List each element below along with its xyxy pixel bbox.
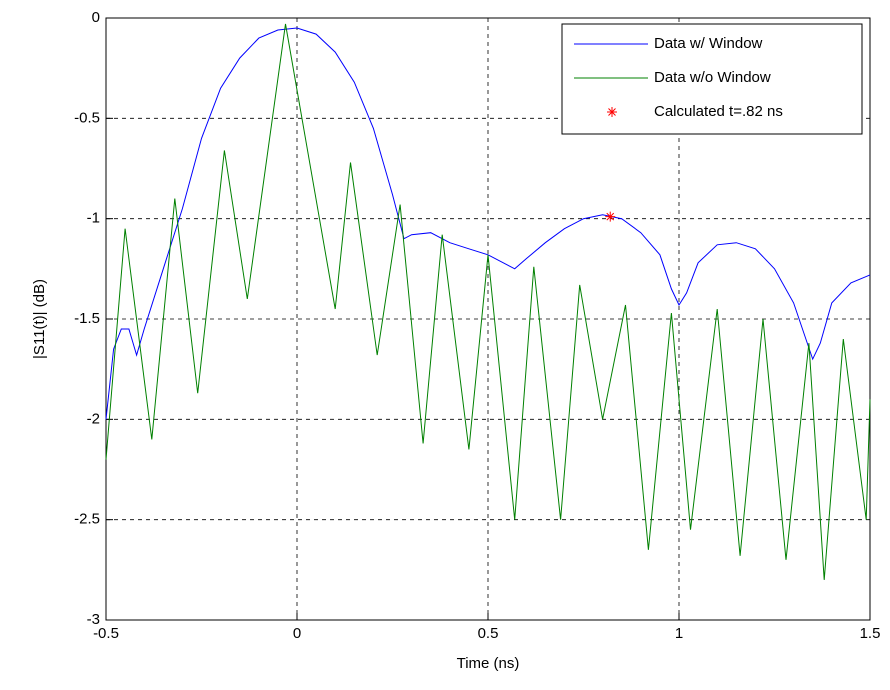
x-tick-label: 1.5 — [860, 625, 881, 642]
y-tick-label: -2 — [87, 410, 100, 427]
legend-label: Data w/o Window — [654, 69, 771, 86]
legend-label: Calculated t=.82 ns — [654, 103, 783, 120]
x-tick-label: 0 — [293, 625, 301, 642]
x-tick-label: -0.5 — [93, 625, 119, 642]
y-tick-label: -1.5 — [74, 310, 100, 327]
legend-marker — [607, 107, 617, 117]
x-tick-label: 0.5 — [478, 625, 499, 642]
y-tick-label: -3 — [87, 611, 100, 628]
legend-label: Data w/ Window — [654, 35, 763, 52]
y-axis-label: |S11(t)| (dB) — [31, 279, 48, 359]
line — [105, 23, 871, 580]
marker — [605, 211, 616, 222]
y-tick-label: -1 — [87, 210, 100, 227]
plot-frame — [105, 17, 871, 621]
x-tick-label: 1 — [675, 625, 683, 642]
y-tick-label: -0.5 — [74, 109, 100, 126]
y-tick-label: -2.5 — [74, 511, 100, 528]
x-axis-label: Time (ns) — [457, 655, 520, 672]
y-tick-label: 0 — [92, 9, 100, 26]
